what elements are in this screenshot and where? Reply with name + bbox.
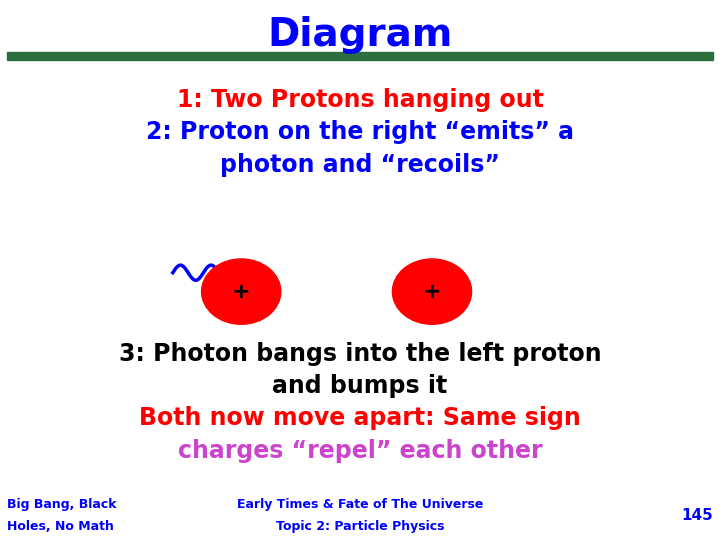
Bar [7,52,713,60]
Text: Both now move apart: Same sign: Both now move apart: Same sign [139,407,581,430]
Text: +: + [423,281,441,302]
Text: and bumps it: and bumps it [272,374,448,398]
Ellipse shape [202,259,281,324]
Text: 3: Photon bangs into the left proton: 3: Photon bangs into the left proton [119,342,601,366]
Text: Early Times & Fate of The Universe: Early Times & Fate of The Universe [237,498,483,511]
Text: Holes, No Math: Holes, No Math [7,520,114,533]
Text: charges “repel” each other: charges “repel” each other [178,439,542,463]
Ellipse shape [392,259,472,324]
Text: Big Bang, Black: Big Bang, Black [7,498,117,511]
Text: 145: 145 [681,508,713,523]
Text: Diagram: Diagram [267,16,453,54]
Text: photon and “recoils”: photon and “recoils” [220,153,500,177]
Text: 1: Two Protons hanging out: 1: Two Protons hanging out [176,88,544,112]
Text: Topic 2: Particle Physics: Topic 2: Particle Physics [276,520,444,533]
Text: 2: Proton on the right “emits” a: 2: Proton on the right “emits” a [146,120,574,144]
Text: +: + [232,281,251,302]
